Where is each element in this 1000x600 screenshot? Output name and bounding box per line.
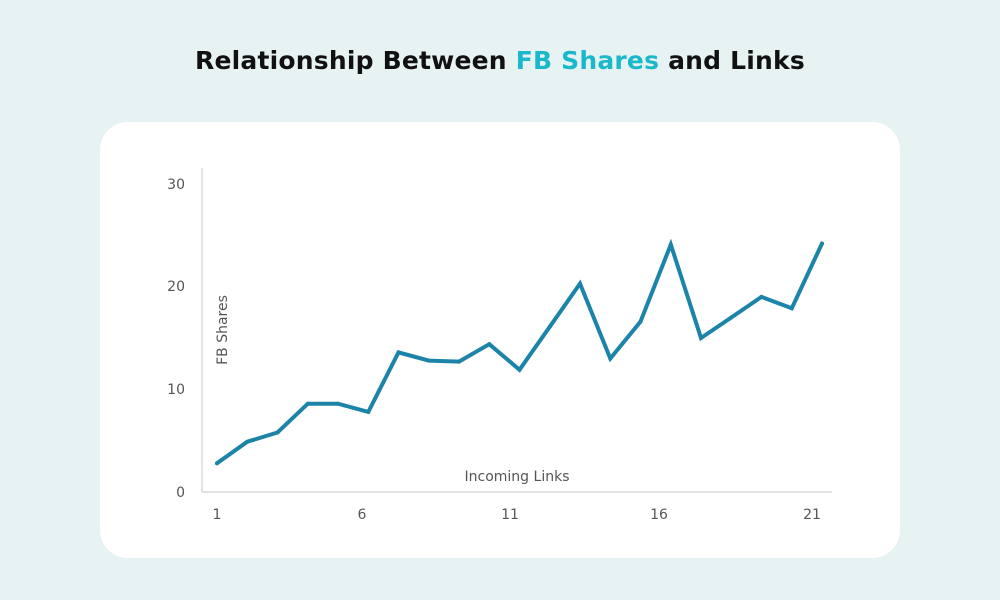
data-point-8 [426,358,431,363]
data-points [215,241,824,466]
x-tick-label-6: 6 [358,507,367,523]
data-point-1 [215,461,219,466]
data-point-10 [487,342,492,347]
x-tick-label-1: 1 [213,507,222,523]
chart-title-suffix: and Links [659,46,805,75]
data-point-4 [305,401,310,406]
data-point-5 [336,401,340,406]
y-axis-title: FB Shares [215,295,231,365]
data-point-6 [366,409,371,414]
data-point-3 [275,430,280,435]
data-point-12 [547,324,552,329]
y-tick-label-20: 20 [167,279,185,295]
data-point-14 [608,356,613,361]
data-point-19 [759,294,764,299]
data-point-7 [396,350,401,355]
data-point-18 [729,315,734,320]
x-tick-label-21: 21 [803,507,821,523]
data-point-16 [668,242,673,247]
x-tick-label-16: 16 [650,507,668,523]
x-tick-label-11: 11 [501,507,519,523]
y-tick-label-0: 0 [176,485,185,501]
chart-title-prefix: Relationship Between [195,46,516,75]
data-point-20 [789,306,794,311]
fb-shares-line [215,238,824,466]
chart-title: Relationship Between FB Shares and Links [0,46,1000,75]
chart-card [100,122,900,558]
data-point-15 [638,319,643,324]
data-point-21 [820,241,824,246]
y-tick-label-30: 30 [167,177,185,193]
data-point-2 [245,439,250,444]
data-point-13 [578,281,582,286]
chart-title-highlight: FB Shares [515,46,660,75]
data-point-17 [699,336,703,340]
data-point-11 [517,367,522,372]
data-point-9 [457,359,461,364]
y-tick-label-10: 10 [167,382,185,398]
x-axis-title: Incoming Links [465,469,570,485]
